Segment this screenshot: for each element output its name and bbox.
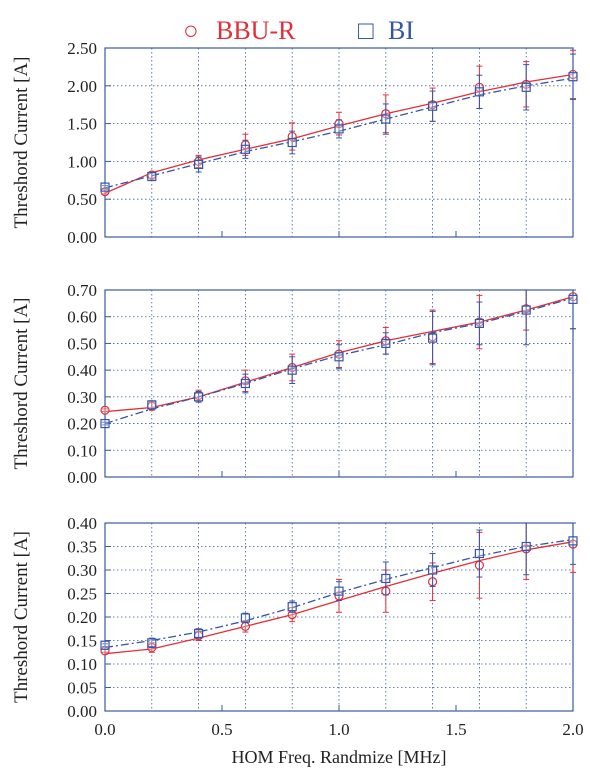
legend-label-bi: BI bbox=[388, 16, 414, 45]
y-tick-label: 1.50 bbox=[67, 115, 97, 134]
y-tick-label: 0.40 bbox=[67, 514, 97, 533]
x-axis-label: HOM Freq. Randmize [MHz] bbox=[232, 747, 447, 767]
data-point bbox=[100, 405, 110, 415]
data-point bbox=[287, 137, 297, 148]
y-tick-label: 0.30 bbox=[67, 388, 97, 407]
y-tick-label: 0.70 bbox=[67, 281, 97, 300]
x-tick-label: 0.0 bbox=[94, 720, 115, 739]
y-tick-label: 0.05 bbox=[67, 679, 97, 698]
y-tick-label: 0.25 bbox=[67, 585, 97, 604]
x-tick-label: 1.5 bbox=[445, 720, 466, 739]
x-tick-label: 1.0 bbox=[328, 720, 349, 739]
y-axis-label: Threshord Current [A] bbox=[11, 531, 32, 703]
data-point bbox=[334, 586, 344, 596]
y-tick-label: 0.60 bbox=[67, 308, 97, 327]
y-tick-label: 0.00 bbox=[67, 702, 97, 721]
data-point bbox=[240, 621, 250, 632]
y-axis-label: Threshord Current [A] bbox=[11, 56, 32, 228]
data-point bbox=[381, 338, 391, 349]
series-bi bbox=[100, 522, 578, 650]
data-point bbox=[428, 101, 438, 111]
legend-symbol-bi: □ bbox=[358, 16, 374, 45]
chart-panel-1: 0.00 0.50 1.00 1.50 2.00 2.50 Threshord Curren… bbox=[11, 39, 578, 247]
y-tick-label: 0.35 bbox=[67, 538, 97, 557]
data-point bbox=[240, 144, 250, 154]
data-point bbox=[474, 318, 484, 328]
plot-frame bbox=[104, 47, 574, 238]
data-point bbox=[474, 87, 484, 97]
y-tick-label: 0.50 bbox=[67, 190, 97, 209]
data-point bbox=[428, 333, 438, 343]
plot-frame bbox=[104, 289, 574, 478]
plot-frame bbox=[104, 522, 574, 712]
y-tick-label: 0.10 bbox=[67, 655, 97, 674]
y-tick-label: 0.40 bbox=[67, 361, 97, 380]
data-point bbox=[428, 565, 438, 575]
data-point bbox=[147, 638, 157, 648]
y-tick-label: 0.10 bbox=[67, 441, 97, 460]
data-point bbox=[100, 640, 110, 650]
data-point bbox=[240, 378, 250, 389]
data-point bbox=[194, 628, 204, 639]
y-tick-label: 1.00 bbox=[67, 152, 97, 171]
data-point bbox=[568, 536, 578, 546]
y-tick-label: 2.50 bbox=[67, 39, 97, 58]
legend: ○ BBU-R □ BI bbox=[183, 16, 414, 45]
x-tick-label: 0.5 bbox=[211, 720, 232, 739]
y-tick-label: 2.00 bbox=[67, 77, 97, 96]
data-point bbox=[334, 352, 344, 362]
data-point bbox=[381, 114, 391, 124]
data-point bbox=[147, 400, 157, 410]
y-tick-label: 0.30 bbox=[67, 561, 97, 580]
data-point bbox=[521, 541, 531, 552]
data-point bbox=[521, 82, 531, 92]
series-bi bbox=[100, 53, 578, 192]
data-point bbox=[474, 548, 484, 559]
y-tick-label: 0.15 bbox=[67, 632, 97, 651]
data-point bbox=[568, 294, 578, 304]
data-point bbox=[194, 159, 204, 170]
data-point bbox=[334, 124, 344, 134]
y-tick-label: 0.20 bbox=[67, 608, 97, 627]
data-point bbox=[521, 305, 531, 315]
y-tick-label: 0.00 bbox=[67, 468, 97, 487]
chart-panel-2: 0.00 0.10 0.20 0.30 0.40 0.50 0.60 0.70 Threshor… bbox=[11, 281, 578, 487]
chart-panel-3: 0.00 0.05 0.10 0.15 0.20 0.25 0.30 0.35 0.40 0.0 0… bbox=[11, 514, 584, 739]
data-point bbox=[100, 418, 110, 429]
data-point bbox=[194, 392, 204, 402]
data-point bbox=[240, 613, 250, 623]
data-point bbox=[100, 182, 110, 192]
x-tick-label: 2.0 bbox=[562, 720, 583, 739]
legend-symbol-bbu-r: ○ bbox=[183, 16, 199, 45]
series-bi bbox=[100, 289, 578, 429]
y-tick-label: 0.20 bbox=[67, 415, 97, 434]
y-tick-label: 0.50 bbox=[67, 334, 97, 353]
chart-panels: 0.00 0.50 1.00 1.50 2.00 2.50 Threshord Curren… bbox=[11, 39, 584, 739]
legend-label-bbu-r: BBU-R bbox=[216, 16, 296, 45]
data-point bbox=[381, 573, 391, 584]
data-point bbox=[568, 72, 578, 82]
y-axis-label: Threshord Current [A] bbox=[11, 297, 32, 469]
data-point bbox=[287, 602, 297, 612]
data-point bbox=[287, 365, 297, 375]
data-point bbox=[147, 171, 157, 182]
y-tick-label: 0.00 bbox=[67, 228, 97, 247]
